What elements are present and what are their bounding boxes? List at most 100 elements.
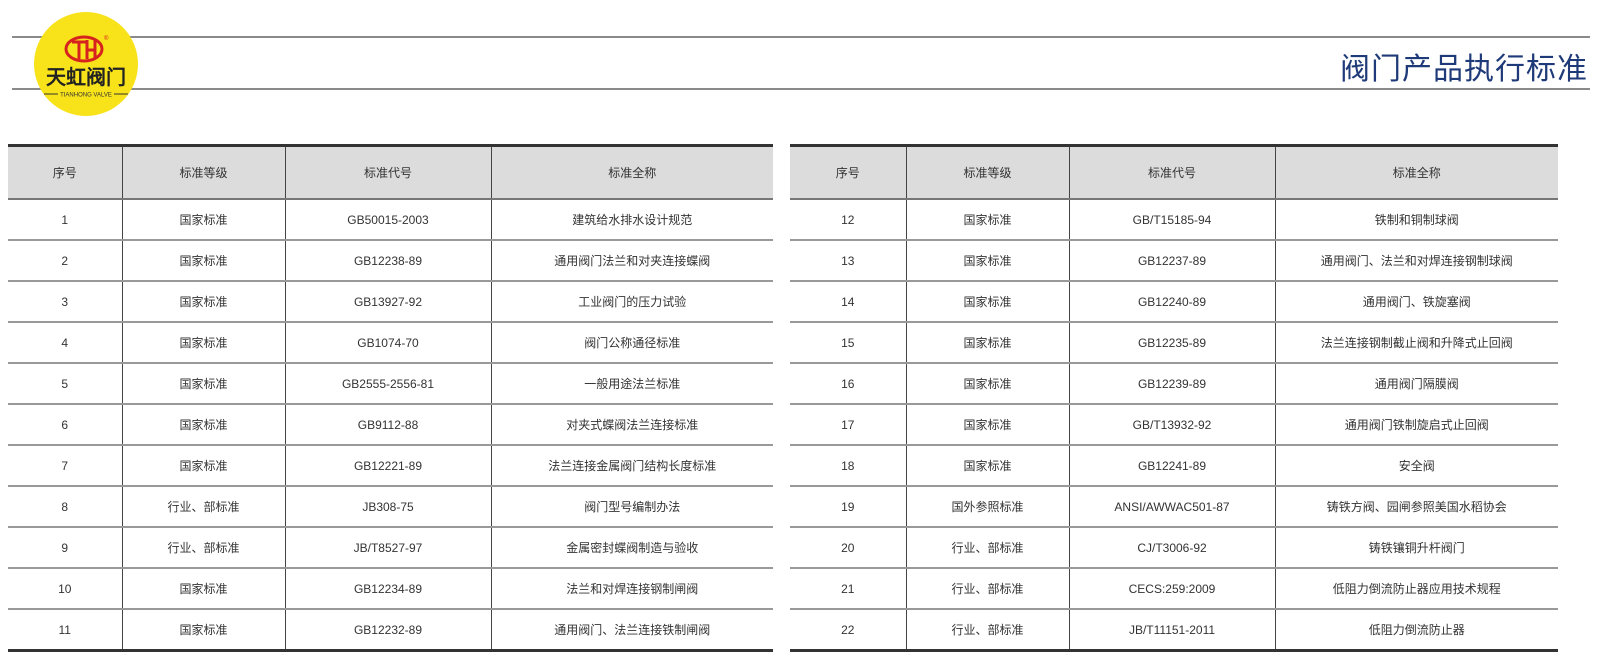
- cell-code: GB50015-2003: [284, 199, 492, 241]
- cell-fullname: 对夹式蝶阀法兰连接标准: [490, 404, 773, 446]
- cell-index: 7: [8, 445, 123, 487]
- cell-index: 12: [790, 199, 907, 241]
- table-row: 9 行业、部标准 JB/T8527-97 金属密封蝶阀制造与验收: [8, 527, 773, 569]
- cell-index: 3: [8, 281, 123, 323]
- cell-level: 行业、部标准: [905, 568, 1070, 610]
- table-row: 14 国家标准 GB12240-89 通用阀门、铁旋塞阀: [790, 281, 1558, 323]
- cell-code: GB12221-89: [284, 445, 492, 487]
- cell-code: GB12237-89: [1068, 240, 1276, 282]
- cell-code: GB/T15185-94: [1068, 199, 1276, 241]
- cell-code: GB/T13932-92: [1068, 404, 1276, 446]
- table-row: 6 国家标准 GB9112-88 对夹式蝶阀法兰连接标准: [8, 404, 773, 446]
- cell-index: 17: [790, 404, 907, 446]
- cell-fullname: 铸铁方阀、园闸参照美国水稻协会: [1274, 486, 1558, 528]
- column-header-level: 标准等级: [121, 145, 286, 200]
- cell-code: GB1074-70: [284, 322, 492, 364]
- page-title: 阀门产品执行标准: [1340, 53, 1588, 86]
- cell-level: 国家标准: [905, 363, 1070, 405]
- cell-code: GB12239-89: [1068, 363, 1276, 405]
- cell-code: GB13927-92: [284, 281, 492, 323]
- table-row: 11 国家标准 GB12232-89 通用阀门、法兰连接铁制闸阀: [8, 609, 773, 652]
- column-header-index: 序号: [8, 145, 123, 200]
- cell-level: 行业、部标准: [905, 609, 1070, 652]
- table-row: 10 国家标准 GB12234-89 法兰和对焊连接钢制闸阀: [8, 568, 773, 610]
- cell-fullname: 安全阀: [1274, 445, 1558, 487]
- cell-level: 国家标准: [121, 568, 286, 610]
- cell-index: 19: [790, 486, 907, 528]
- table-row: 3 国家标准 GB13927-92 工业阀门的压力试验: [8, 281, 773, 323]
- cell-code: CECS:259:2009: [1068, 568, 1276, 610]
- cell-fullname: 金属密封蝶阀制造与验收: [490, 527, 773, 569]
- cell-index: 6: [8, 404, 123, 446]
- standards-table-right: 序号 标准等级 标准代号 标准全称 12 国家标准 GB/T15185-94 铁制和铜…: [790, 144, 1558, 652]
- cell-index: 14: [790, 281, 907, 323]
- cell-index: 16: [790, 363, 907, 405]
- cell-fullname: 建筑给水排水设计规范: [490, 199, 773, 241]
- standards-table-left: 序号 标准等级 标准代号 标准全称 1 国家标准 GB50015-2003 建筑给水排…: [8, 144, 773, 652]
- cell-index: 4: [8, 322, 123, 364]
- cell-level: 国家标准: [905, 199, 1070, 241]
- cell-index: 22: [790, 609, 907, 652]
- cell-level: 国家标准: [121, 404, 286, 446]
- cell-level: 国家标准: [121, 322, 286, 364]
- table-row: 15 国家标准 GB12235-89 法兰连接钢制截止阀和升降式止回阀: [790, 322, 1558, 364]
- cell-index: 9: [8, 527, 123, 569]
- table-row: 17 国家标准 GB/T13932-92 通用阀门铁制旋启式止回阀: [790, 404, 1558, 446]
- table-row: 16 国家标准 GB12239-89 通用阀门隔膜阀: [790, 363, 1558, 405]
- cell-fullname: 通用阀门、法兰连接铁制闸阀: [490, 609, 773, 652]
- cell-code: JB/T8527-97: [284, 527, 492, 569]
- cell-fullname: 通用阀门、法兰和对焊连接钢制球阀: [1274, 240, 1558, 282]
- cell-index: 11: [8, 609, 123, 652]
- cell-code: ANSI/AWWAC501-87: [1068, 486, 1276, 528]
- cell-code: JB308-75: [284, 486, 492, 528]
- cell-code: GB12238-89: [284, 240, 492, 282]
- column-header-index: 序号: [790, 145, 907, 200]
- table-row: 2 国家标准 GB12238-89 通用阀门法兰和对夹连接蝶阀: [8, 240, 773, 282]
- cell-fullname: 法兰和对焊连接钢制闸阀: [490, 568, 773, 610]
- table-header-row: 序号 标准等级 标准代号 标准全称: [8, 145, 773, 200]
- cell-fullname: 法兰连接金属阀门结构长度标准: [490, 445, 773, 487]
- header-rule-bottom: [12, 88, 1590, 90]
- cell-code: GB12241-89: [1068, 445, 1276, 487]
- cell-level: 国家标准: [905, 240, 1070, 282]
- cell-code: JB/T11151-2011: [1068, 609, 1276, 652]
- table-row: 19 国外参照标准 ANSI/AWWAC501-87 铸铁方阀、园闸参照美国水稻协会: [790, 486, 1558, 528]
- table-row: 8 行业、部标准 JB308-75 阀门型号编制办法: [8, 486, 773, 528]
- cell-fullname: 一般用途法兰标准: [490, 363, 773, 405]
- cell-code: GB2555-2556-81: [284, 363, 492, 405]
- column-header-code: 标准代号: [284, 145, 492, 200]
- logo-mark-icon: ® 天虹阀门 TIANHONG VALVE: [44, 35, 128, 99]
- table-row: 22 行业、部标准 JB/T11151-2011 低阻力倒流防止器: [790, 609, 1558, 652]
- table-row: 7 国家标准 GB12221-89 法兰连接金属阀门结构长度标准: [8, 445, 773, 487]
- cell-index: 13: [790, 240, 907, 282]
- header-rule-top: [12, 36, 1590, 38]
- table-row: 12 国家标准 GB/T15185-94 铁制和铜制球阀: [790, 199, 1558, 241]
- cell-code: CJ/T3006-92: [1068, 527, 1276, 569]
- cell-level: 国家标准: [905, 445, 1070, 487]
- cell-level: 国外参照标准: [905, 486, 1070, 528]
- brand-logo: ® 天虹阀门 TIANHONG VALVE: [34, 12, 138, 116]
- table-row: 21 行业、部标准 CECS:259:2009 低阻力倒流防止器应用技术规程: [790, 568, 1558, 610]
- column-header-fullname: 标准全称: [1274, 145, 1558, 200]
- cell-index: 2: [8, 240, 123, 282]
- cell-level: 行业、部标准: [121, 486, 286, 528]
- cell-level: 国家标准: [905, 281, 1070, 323]
- cell-index: 20: [790, 527, 907, 569]
- cell-level: 国家标准: [905, 404, 1070, 446]
- svg-text:®: ®: [104, 35, 109, 42]
- table-row: 13 国家标准 GB12237-89 通用阀门、法兰和对焊连接钢制球阀: [790, 240, 1558, 282]
- cell-index: 15: [790, 322, 907, 364]
- cell-code: GB12235-89: [1068, 322, 1276, 364]
- svg-text:天虹阀门: 天虹阀门: [46, 65, 126, 89]
- column-header-fullname: 标准全称: [490, 145, 773, 200]
- table-row: 1 国家标准 GB50015-2003 建筑给水排水设计规范: [8, 199, 773, 241]
- cell-code: GB12240-89: [1068, 281, 1276, 323]
- cell-fullname: 工业阀门的压力试验: [490, 281, 773, 323]
- cell-fullname: 通用阀门法兰和对夹连接蝶阀: [490, 240, 773, 282]
- table-row: 18 国家标准 GB12241-89 安全阀: [790, 445, 1558, 487]
- table-row: 20 行业、部标准 CJ/T3006-92 铸铁镶铜升杆阀门: [790, 527, 1558, 569]
- cell-level: 行业、部标准: [905, 527, 1070, 569]
- cell-fullname: 阀门公称通径标准: [490, 322, 773, 364]
- cell-level: 国家标准: [121, 363, 286, 405]
- cell-fullname: 阀门型号编制办法: [490, 486, 773, 528]
